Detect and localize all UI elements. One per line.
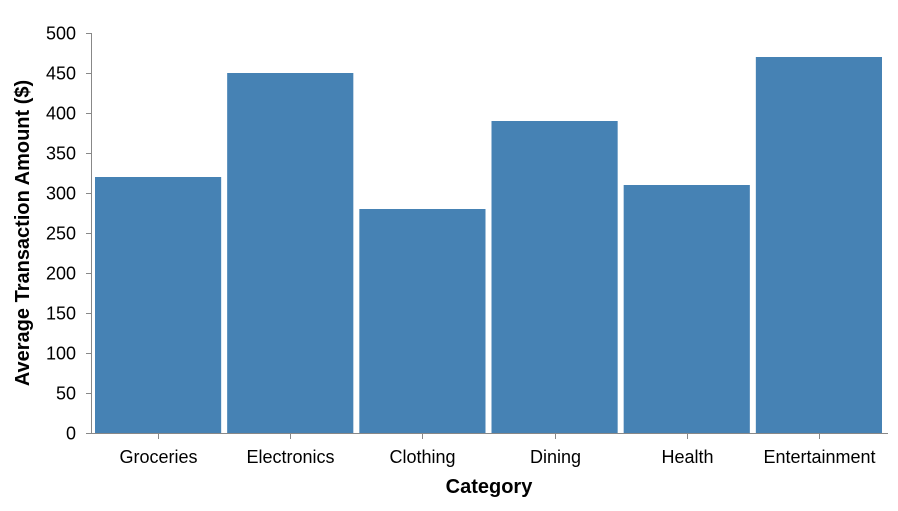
y-tick-label: 300 [46, 184, 76, 204]
y-tick-label: 450 [46, 64, 76, 84]
y-axis: 0 50 100 150 200 250 300 350 400 450 500 [46, 24, 92, 444]
y-tick-label: 50 [56, 384, 76, 404]
bars-layer [95, 57, 882, 433]
y-tick-label: 400 [46, 104, 76, 124]
y-tick-label: 500 [46, 24, 76, 44]
bar-dining [491, 121, 618, 433]
y-tick-label: 100 [46, 344, 76, 364]
bar-health [623, 185, 750, 433]
bar-clothing [359, 209, 486, 433]
x-tick-label: Electronics [246, 447, 334, 467]
y-tick-label: 150 [46, 304, 76, 324]
x-tick-label: Clothing [389, 447, 455, 467]
y-axis-title: Average Transaction Amount ($) [12, 80, 34, 386]
x-tick-label: Health [661, 447, 713, 467]
bar-groceries [95, 177, 222, 433]
x-tick-label: Groceries [119, 447, 197, 467]
bar-entertainment [755, 57, 882, 433]
y-tick-label: 200 [46, 264, 76, 284]
y-tick-label: 250 [46, 224, 76, 244]
y-tick-label: 350 [46, 144, 76, 164]
bar-electronics [227, 73, 354, 433]
x-tick-label: Dining [530, 447, 581, 467]
x-axis: Groceries Electronics Clothing Dining Health… [91, 433, 888, 467]
x-axis-title: Category [446, 476, 534, 498]
x-tick-label: Entertainment [763, 447, 875, 467]
y-tick-label: 0 [66, 424, 76, 444]
